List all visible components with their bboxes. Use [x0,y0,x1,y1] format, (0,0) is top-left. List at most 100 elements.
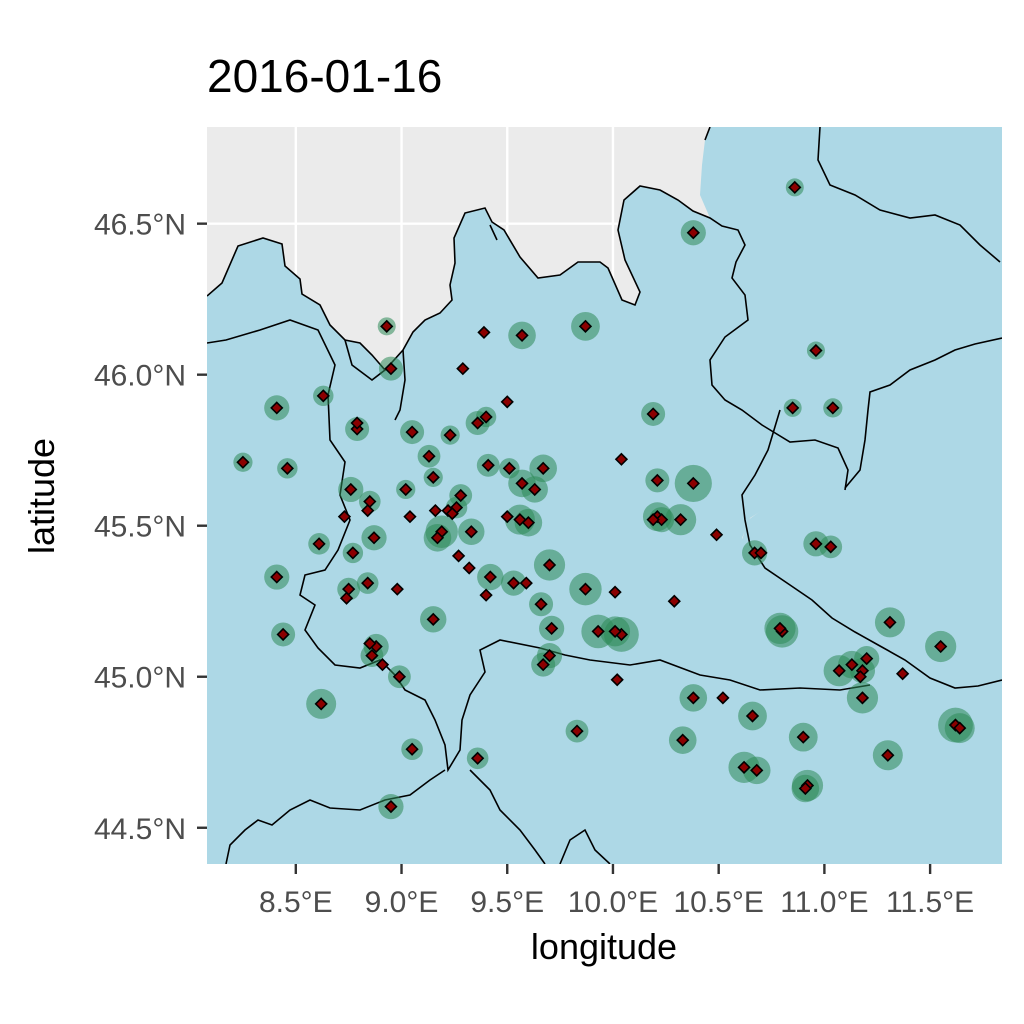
station-marker [445,506,459,521]
station-marker [339,591,354,605]
station-marker-with-bubble [361,576,375,590]
station-marker [519,576,533,590]
station-marker-with-bubble [591,624,605,639]
station-marker-with-bubble [536,658,550,672]
station-marker [608,585,622,599]
station-marker-with-bubble [515,476,529,491]
station-marker-with-bubble [786,401,800,415]
station-marker-with-bubble [367,531,381,545]
station-marker-with-bubble [646,407,660,421]
station-marker-with-bubble [881,748,895,762]
station-marker-with-bubble [454,488,468,503]
chart-title: 2016-01-16 [207,50,442,102]
station-marker-with-bubble [380,319,394,333]
station-marker-with-bubble [471,751,485,765]
station-marker-with-bubble [312,537,326,551]
x-tick-label: 9.5°E [470,886,544,919]
station-marker-with-bubble [344,482,358,497]
station-marker-with-bubble [826,401,840,415]
station-marker-with-bubble [578,582,593,596]
station-marker-with-bubble [809,537,823,551]
station-marker-with-bubble [276,627,290,642]
y-tick-label: 45.5°N [94,511,186,544]
station-marker-with-bubble [798,781,812,796]
station-marker-with-bubble [502,461,516,475]
station-marker-with-bubble [365,648,379,663]
station-marker-with-bubble [608,624,622,639]
station-marker [462,561,476,575]
station-marker-with-bubble [443,428,457,442]
station-marker-with-bubble [536,461,550,475]
station-marker-with-bubble [483,570,497,584]
station-marker-with-bubble [314,697,328,711]
station-marker-with-bubble [270,401,284,415]
station-marker [361,503,375,518]
x-tick-label: 11.0°E [780,886,868,919]
station-marker [479,588,493,602]
station-marker-with-bubble [570,724,584,738]
station-marker-with-bubble [545,621,559,636]
y-tick-label: 46.0°N [94,360,186,393]
swiss-border-segment [344,224,498,421]
station-marker-with-bubble [426,470,440,485]
station-marker-with-bubble [953,721,967,735]
trentino-north-boundary [817,127,1001,263]
station-marker-with-bubble [860,651,874,666]
station-marker [610,673,624,687]
station-marker-with-bubble [430,531,445,545]
station-marker-with-bubble [845,658,859,672]
x-tick-label: 9.0°E [365,886,439,919]
station-marker [853,670,867,684]
station-marker-with-bubble [673,513,688,527]
station-markers [236,180,967,814]
trentino-region-area [700,127,1002,864]
station-marker [709,528,724,542]
station-marker-with-bubble [676,733,690,747]
station-marker-with-bubble [796,730,810,744]
station-marker [451,549,466,563]
y-tick-label: 46.5°N [94,209,186,242]
station-marker [456,362,470,376]
station-marker-with-bubble [405,742,419,756]
station-marker [754,546,768,560]
station-marker [403,510,417,524]
y-axis-title: latitude [21,438,62,554]
station-marker [895,667,910,681]
station-marker-with-bubble [399,482,413,497]
station-marker [614,452,629,466]
veneto-lombardy-boundary [741,409,1002,689]
x-tick-label: 8.5°E [259,886,333,919]
station-marker-with-bubble [883,615,897,629]
x-tick-label: 11.5°E [886,886,974,919]
station-marker-with-bubble [392,670,407,684]
station-marker-with-bubble [506,576,521,590]
station-marker-with-bubble [405,425,419,439]
station-marker-with-bubble [578,319,593,333]
station-marker-with-bubble [280,461,294,475]
lombardy-region-area [207,186,1002,864]
station-marker-with-bubble [773,621,787,636]
station-marker-with-bubble [528,482,542,497]
trentino-boundary [704,127,1002,489]
station-marker [500,395,514,409]
station-marker-with-bubble [384,362,398,376]
station-marker-with-bubble [426,612,440,626]
station-marker-with-bubble [534,597,548,611]
station-marker [500,510,514,524]
x-tick-label: 10.0°E [568,886,658,919]
station-marker-with-bubble [737,760,751,774]
station-marker [337,510,352,524]
plot-panel [207,127,1002,864]
station-marker-with-bubble [422,449,436,463]
y-tick-label: 45.0°N [94,662,186,695]
station-marker [350,416,364,430]
station-marker-with-bubble [270,570,284,584]
x-axis-title: longitude [531,926,677,967]
station-marker [363,636,377,651]
station-marker-with-bubble [236,455,250,469]
station-marker-with-bubble [650,473,664,488]
station-marker-with-bubble [686,691,700,705]
station-marker-with-bubble [750,763,764,777]
